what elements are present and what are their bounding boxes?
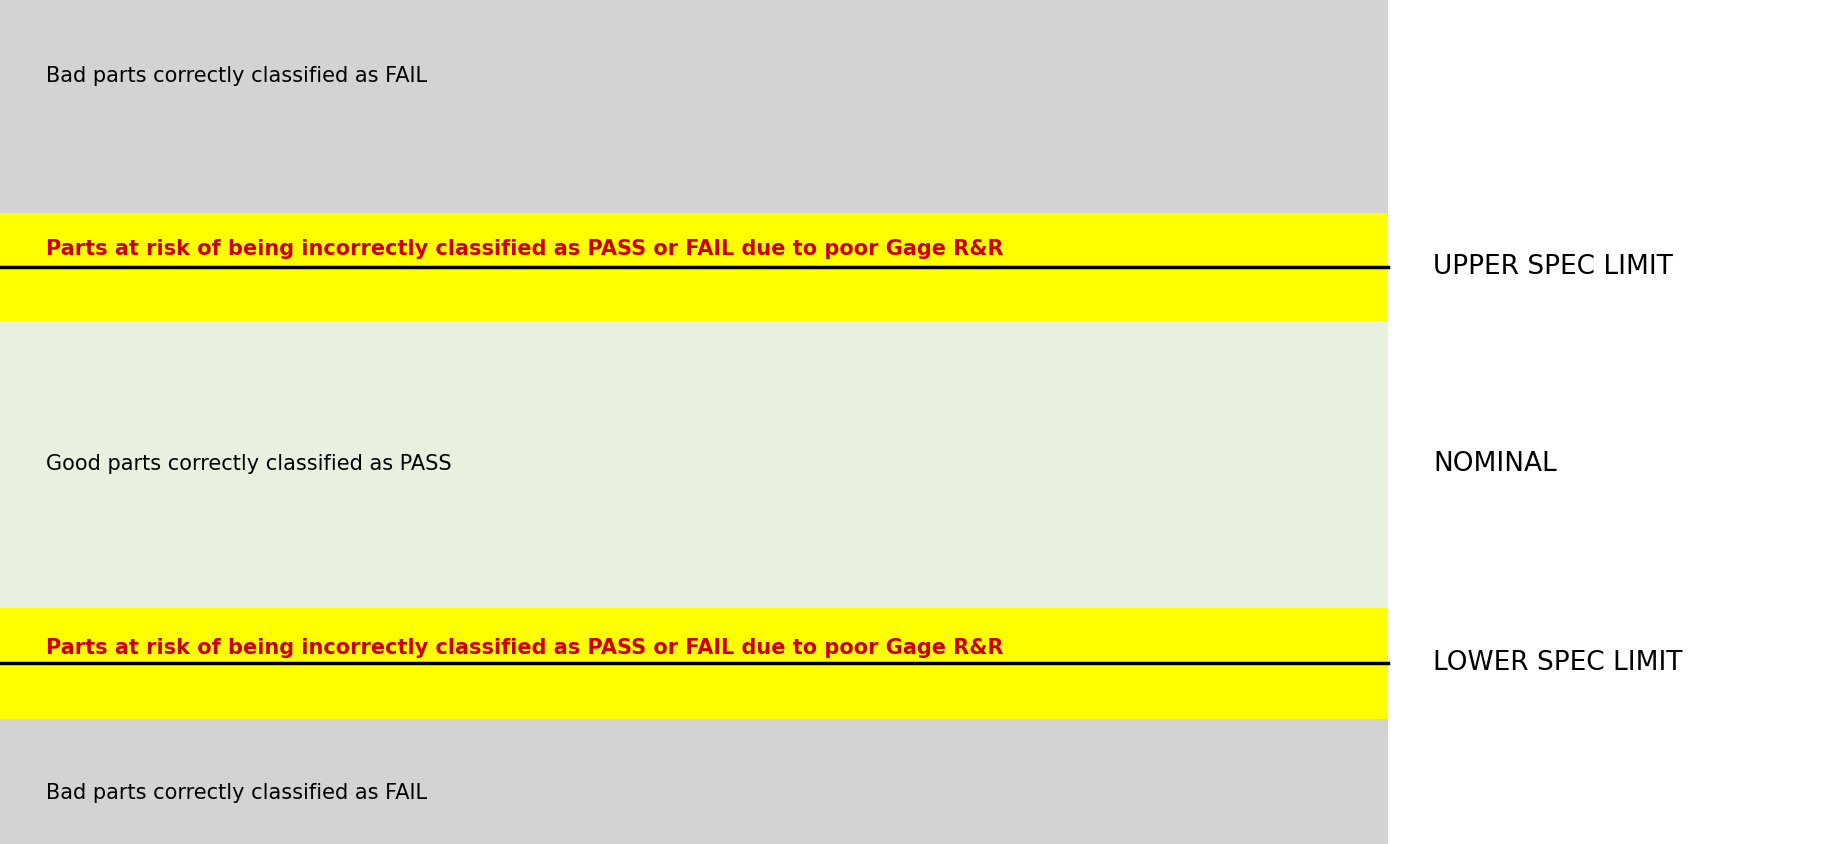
Text: UPPER SPEC LIMIT: UPPER SPEC LIMIT (1433, 254, 1673, 279)
FancyBboxPatch shape (0, 321, 1388, 608)
Text: Bad parts correctly classified as FAIL: Bad parts correctly classified as FAIL (46, 783, 427, 803)
Text: NOMINAL: NOMINAL (1433, 452, 1558, 477)
Text: Bad parts correctly classified as FAIL: Bad parts correctly classified as FAIL (46, 66, 427, 86)
FancyBboxPatch shape (0, 213, 1388, 321)
Text: LOWER SPEC LIMIT: LOWER SPEC LIMIT (1433, 651, 1684, 676)
FancyBboxPatch shape (0, 0, 1388, 213)
Text: Parts at risk of being incorrectly classified as PASS or FAIL due to poor Gage R: Parts at risk of being incorrectly class… (46, 239, 1002, 259)
Text: Good parts correctly classified as PASS: Good parts correctly classified as PASS (46, 454, 451, 474)
FancyBboxPatch shape (0, 608, 1388, 719)
FancyBboxPatch shape (0, 719, 1388, 844)
Text: Parts at risk of being incorrectly classified as PASS or FAIL due to poor Gage R: Parts at risk of being incorrectly class… (46, 638, 1002, 658)
